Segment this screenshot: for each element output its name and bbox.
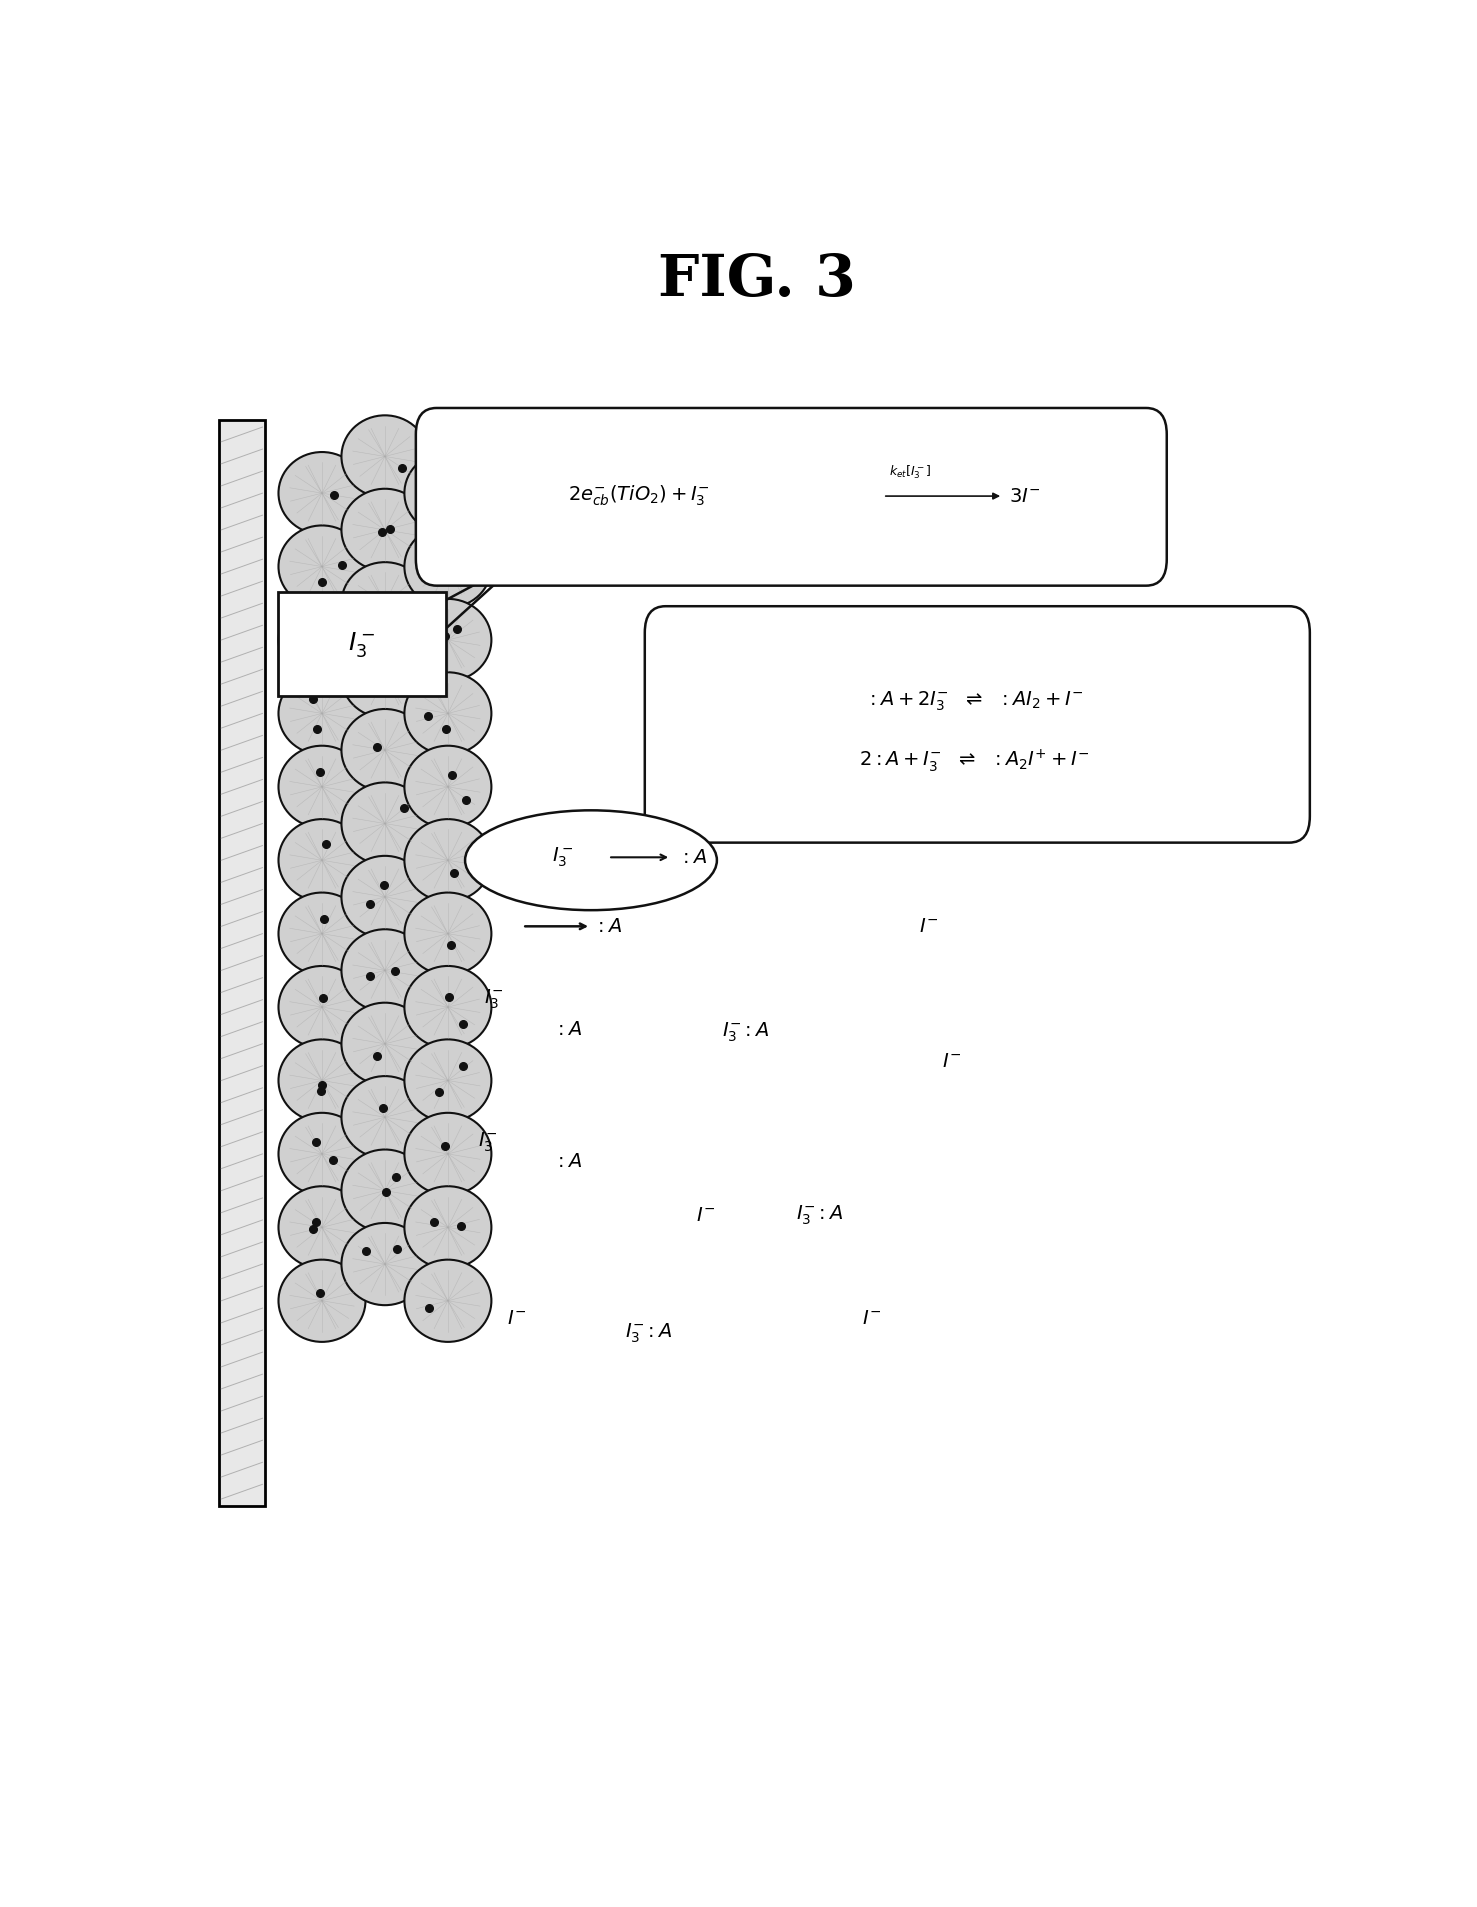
Text: $:A$: $:A$ (554, 1152, 582, 1171)
Ellipse shape (279, 1261, 365, 1343)
Ellipse shape (341, 1222, 428, 1304)
Ellipse shape (279, 892, 365, 974)
Ellipse shape (405, 1114, 492, 1196)
Ellipse shape (279, 599, 365, 681)
Ellipse shape (405, 967, 492, 1049)
Text: $I_3^{-}$: $I_3^{-}$ (484, 988, 504, 1011)
Ellipse shape (341, 782, 428, 864)
Ellipse shape (405, 1039, 492, 1121)
Ellipse shape (405, 1186, 492, 1268)
Text: $I_3^{-}$: $I_3^{-}$ (479, 1131, 498, 1154)
Ellipse shape (405, 1261, 492, 1343)
Ellipse shape (405, 820, 492, 902)
Text: $I^{-}$: $I^{-}$ (863, 1308, 880, 1327)
Ellipse shape (405, 673, 492, 755)
Ellipse shape (341, 416, 428, 498)
Text: $:A + 2I_3^{-}\ \ \rightleftharpoons\ \ :AI_2 + I^{-}$: $:A + 2I_3^{-}\ \ \rightleftharpoons\ \ … (866, 690, 1083, 713)
Ellipse shape (341, 635, 428, 717)
Ellipse shape (405, 746, 492, 828)
Text: $I_3^{-}:A$: $I_3^{-}:A$ (625, 1322, 672, 1344)
Text: FIG. 3: FIG. 3 (659, 252, 855, 309)
Ellipse shape (341, 929, 428, 1011)
Text: $I_3^-$: $I_3^-$ (551, 845, 573, 870)
Ellipse shape (279, 452, 365, 534)
Text: $2e^{-}_{cb}(TiO_2)+I_3^{-}$: $2e^{-}_{cb}(TiO_2)+I_3^{-}$ (569, 484, 709, 509)
Ellipse shape (465, 810, 716, 910)
Ellipse shape (279, 1039, 365, 1121)
Text: $I^{-}$: $I^{-}$ (942, 1053, 962, 1072)
Ellipse shape (341, 1150, 428, 1232)
Ellipse shape (279, 1186, 365, 1268)
FancyBboxPatch shape (279, 591, 446, 696)
Text: $k_{et}[I_3^-]$: $k_{et}[I_3^-]$ (889, 463, 932, 481)
Ellipse shape (279, 526, 365, 608)
Ellipse shape (279, 967, 365, 1049)
Text: $2:A + I_3^{-}\ \ \rightleftharpoons\ \ :A_2I^{+} + I^{-}$: $2:A + I_3^{-}\ \ \rightleftharpoons\ \ … (860, 748, 1090, 774)
Ellipse shape (279, 820, 365, 902)
Ellipse shape (341, 563, 428, 645)
Text: $:A$: $:A$ (594, 917, 623, 936)
Text: $:A$: $:A$ (679, 849, 707, 868)
Ellipse shape (341, 1076, 428, 1158)
Text: $I^{-}$: $I^{-}$ (507, 1308, 526, 1327)
Text: $I_3^{-}:A$: $I_3^{-}:A$ (796, 1203, 843, 1228)
Ellipse shape (405, 892, 492, 974)
Ellipse shape (405, 526, 492, 608)
Text: $:A$: $:A$ (554, 1020, 582, 1039)
Text: $I_3^-$: $I_3^-$ (349, 629, 375, 660)
Text: $3I^{-}$: $3I^{-}$ (1009, 486, 1040, 505)
Ellipse shape (405, 452, 492, 534)
Text: $I^{-}$: $I^{-}$ (919, 917, 938, 936)
Ellipse shape (341, 856, 428, 938)
FancyBboxPatch shape (417, 408, 1167, 585)
FancyBboxPatch shape (645, 606, 1310, 843)
Ellipse shape (279, 1114, 365, 1196)
Ellipse shape (405, 599, 492, 681)
Ellipse shape (341, 488, 428, 570)
Ellipse shape (341, 709, 428, 791)
Ellipse shape (279, 746, 365, 828)
Ellipse shape (279, 673, 365, 755)
Ellipse shape (341, 1003, 428, 1085)
Bar (219, 420, 264, 1507)
Text: $I^{-}$: $I^{-}$ (696, 1205, 715, 1224)
Text: $I_3^{-}:A$: $I_3^{-}:A$ (722, 1020, 770, 1043)
